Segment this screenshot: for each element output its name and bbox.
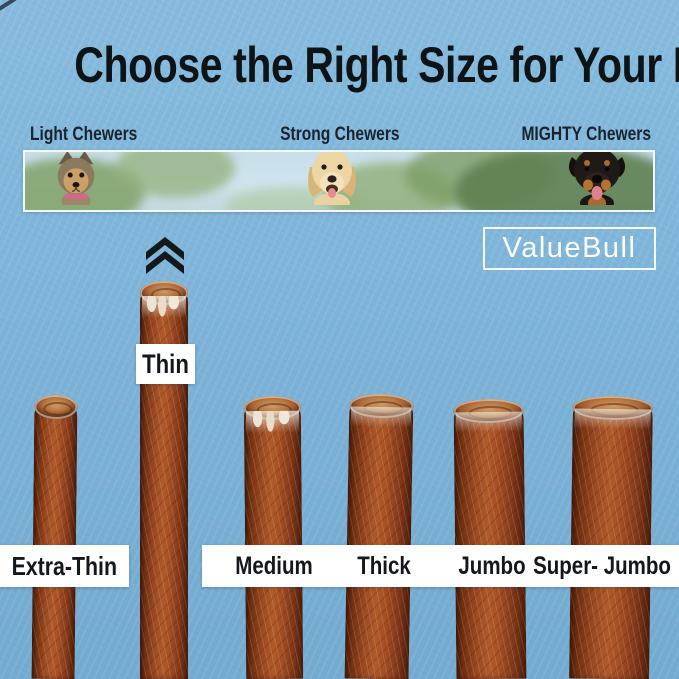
page-title-text: Choose the Right Size for Your Dog: [74, 37, 679, 93]
size-label-extra-thin: Extra-Thin: [0, 545, 129, 587]
stick-wax-drips: [245, 410, 300, 434]
chewer-group-label-mighty: MIGHTY Chewers: [521, 124, 651, 145]
highlight-chevrons-up-icon: [146, 237, 184, 279]
stick-cut-face: [34, 394, 78, 420]
chewer-group-label-strong: Strong Chewers: [279, 124, 400, 145]
labrador-retriever-icon: [297, 152, 367, 210]
stick-frost-texture: [455, 411, 522, 433]
size-label-jumbo: Jumbo: [458, 551, 526, 580]
dog-photo-banner: [23, 150, 655, 212]
stick-frost-texture: [350, 406, 412, 428]
bully-stick-thick: [344, 393, 414, 679]
size-label-thick: Thick: [357, 551, 411, 580]
bully-stick-extra-thin: [31, 394, 78, 679]
size-label-medium: Medium: [235, 551, 313, 580]
bully-stick-super-jumbo: [569, 395, 653, 679]
stick-frost-texture: [574, 408, 651, 430]
rottweiler-icon: [557, 152, 637, 210]
size-label-thin: Thin: [136, 344, 195, 384]
chewer-group-label-light: Light Chewers: [30, 124, 138, 145]
stick-wax-drips: [142, 296, 186, 318]
size-label-super-jumbo: Super- Jumbo: [533, 551, 671, 580]
tree-foliage: [115, 152, 235, 198]
size-label-bar: Medium Thick Jumbo Super- Jumbo: [202, 545, 679, 587]
paper-corner-mark: [0, 0, 18, 12]
yorkshire-terrier-icon: [47, 152, 105, 210]
bully-stick-medium: [243, 395, 304, 679]
brand-logo: ValueBull: [483, 227, 656, 270]
page-title: Choose the Right Size for Your Dog: [0, 36, 679, 94]
bully-stick-jumbo: [453, 398, 527, 679]
brand-name: ValueBull: [502, 232, 637, 264]
